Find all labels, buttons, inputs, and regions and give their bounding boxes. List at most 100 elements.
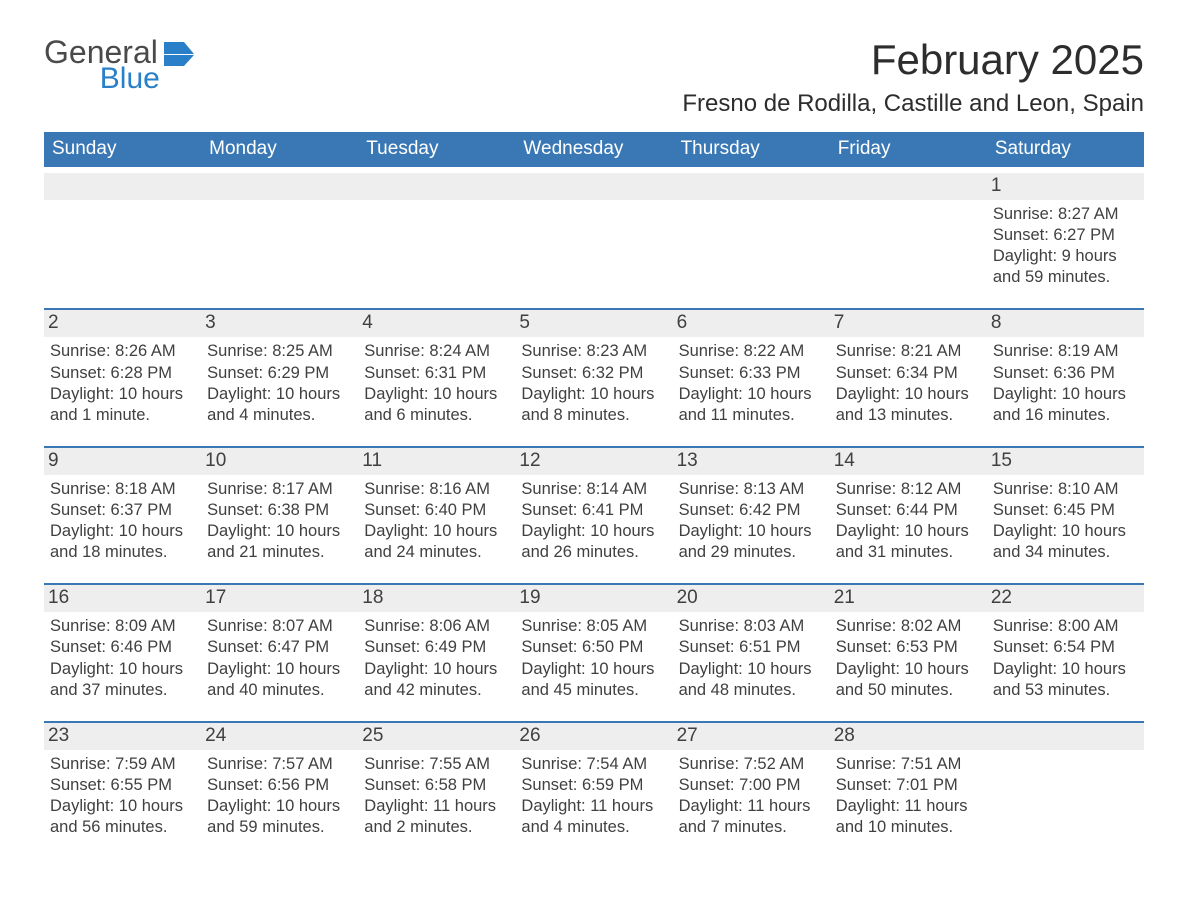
- calendar-day: 12 Sunrise: 8:14 AMSunset: 6:41 PMDayligh…: [515, 448, 672, 569]
- day-detail: Sunrise: 8:00 AMSunset: 6:54 PMDaylight:…: [993, 616, 1138, 700]
- day-detail: Sunrise: 8:03 AMSunset: 6:51 PMDaylight:…: [679, 616, 824, 700]
- calendar-day: 22 Sunrise: 8:00 AMSunset: 6:54 PMDayligh…: [987, 585, 1144, 706]
- day-detail: Sunrise: 8:13 AMSunset: 6:42 PMDaylight:…: [679, 479, 824, 563]
- day-detail: Sunrise: 7:59 AMSunset: 6:55 PMDaylight:…: [50, 754, 195, 838]
- day-number: 17: [201, 585, 358, 612]
- calendar-week: ......1Sunrise: 8:27 AMSunset: 6:27 PMDa…: [44, 173, 1144, 294]
- day-detail: Sunrise: 7:51 AMSunset: 7:01 PMDaylight:…: [836, 754, 981, 838]
- day-detail: Sunrise: 8:18 AMSunset: 6:37 PMDaylight:…: [50, 479, 195, 563]
- calendar-day: 6 Sunrise: 8:22 AMSunset: 6:33 PMDaylight…: [673, 310, 830, 431]
- day-detail: Sunrise: 8:21 AMSunset: 6:34 PMDaylight:…: [836, 341, 981, 425]
- weekday-header: Thursday: [673, 132, 830, 167]
- day-number: .: [44, 173, 201, 200]
- location-subtitle: Fresno de Rodilla, Castille and Leon, Sp…: [682, 90, 1144, 118]
- calendar: SundayMondayTuesdayWednesdayThursdayFrid…: [44, 132, 1144, 844]
- calendar-day: 25 Sunrise: 7:55 AMSunset: 6:58 PMDayligh…: [358, 723, 515, 844]
- day-detail: Sunrise: 8:19 AMSunset: 6:36 PMDaylight:…: [993, 341, 1138, 425]
- weekday-header: Tuesday: [358, 132, 515, 167]
- day-number: 9: [44, 448, 201, 475]
- day-number: 7: [830, 310, 987, 337]
- day-number: 23: [44, 723, 201, 750]
- month-title: February 2025: [682, 36, 1144, 84]
- day-number: 2: [44, 310, 201, 337]
- calendar-day: 16 Sunrise: 8:09 AMSunset: 6:46 PMDayligh…: [44, 585, 201, 706]
- calendar-day: 27Sunrise: 7:52 AMSunset: 7:00 PMDayligh…: [673, 723, 830, 844]
- calendar-day: 23 Sunrise: 7:59 AMSunset: 6:55 PMDayligh…: [44, 723, 201, 844]
- weekday-header: Wednesday: [515, 132, 672, 167]
- day-number: 22: [987, 585, 1144, 612]
- calendar-day: 8 Sunrise: 8:19 AMSunset: 6:36 PMDaylight…: [987, 310, 1144, 431]
- calendar-day: 28 Sunrise: 7:51 AMSunset: 7:01 PMDayligh…: [830, 723, 987, 844]
- day-number: 28: [830, 723, 987, 750]
- day-number: 4: [358, 310, 515, 337]
- calendar-day: 1 Sunrise: 8:27 AMSunset: 6:27 PMDaylight…: [987, 173, 1144, 294]
- calendar-day: 26Sunrise: 7:54 AMSunset: 6:59 PMDayligh…: [515, 723, 672, 844]
- header: General Blue February 2025 Fresno de Rod…: [44, 36, 1144, 118]
- calendar-day: 14Sunrise: 8:12 AMSunset: 6:44 PMDayligh…: [830, 448, 987, 569]
- calendar-day: .: [201, 173, 358, 294]
- day-detail: Sunrise: 8:24 AMSunset: 6:31 PMDaylight:…: [364, 341, 509, 425]
- day-number: 10: [201, 448, 358, 475]
- day-detail: Sunrise: 8:09 AMSunset: 6:46 PMDaylight:…: [50, 616, 195, 700]
- weekday-header: Saturday: [987, 132, 1144, 167]
- day-detail: Sunrise: 8:22 AMSunset: 6:33 PMDaylight:…: [679, 341, 824, 425]
- day-number: 11: [358, 448, 515, 475]
- calendar-day: 24 Sunrise: 7:57 AMSunset: 6:56 PMDayligh…: [201, 723, 358, 844]
- day-detail: Sunrise: 8:25 AMSunset: 6:29 PMDaylight:…: [207, 341, 352, 425]
- day-detail: Sunrise: 8:17 AMSunset: 6:38 PMDaylight:…: [207, 479, 352, 563]
- day-number: .: [201, 173, 358, 200]
- calendar-day: 21 Sunrise: 8:02 AMSunset: 6:53 PMDayligh…: [830, 585, 987, 706]
- day-number: 5: [515, 310, 672, 337]
- calendar-day: 18 Sunrise: 8:06 AMSunset: 6:49 PMDayligh…: [358, 585, 515, 706]
- calendar-week: 16 Sunrise: 8:09 AMSunset: 6:46 PMDayligh…: [44, 583, 1144, 706]
- day-number: 13: [673, 448, 830, 475]
- day-detail: Sunrise: 8:02 AMSunset: 6:53 PMDaylight:…: [836, 616, 981, 700]
- day-detail: Sunrise: 8:27 AMSunset: 6:27 PMDaylight:…: [993, 204, 1138, 288]
- calendar-day: 3 Sunrise: 8:25 AMSunset: 6:29 PMDaylight…: [201, 310, 358, 431]
- day-number: .: [987, 723, 1144, 750]
- day-number: 12: [515, 448, 672, 475]
- calendar-day: 5 Sunrise: 8:23 AMSunset: 6:32 PMDaylight…: [515, 310, 672, 431]
- day-number: 1: [987, 173, 1144, 200]
- day-number: 25: [358, 723, 515, 750]
- day-number: 24: [201, 723, 358, 750]
- calendar-week: 9 Sunrise: 8:18 AMSunset: 6:37 PMDaylight…: [44, 446, 1144, 569]
- day-number: 6: [673, 310, 830, 337]
- day-number: 14: [830, 448, 987, 475]
- day-detail: Sunrise: 7:57 AMSunset: 6:56 PMDaylight:…: [207, 754, 352, 838]
- calendar-day: 19Sunrise: 8:05 AMSunset: 6:50 PMDayligh…: [515, 585, 672, 706]
- calendar-day: 9 Sunrise: 8:18 AMSunset: 6:37 PMDaylight…: [44, 448, 201, 569]
- calendar-day: .: [830, 173, 987, 294]
- weekday-header: Friday: [830, 132, 987, 167]
- calendar-day: .: [358, 173, 515, 294]
- day-detail: Sunrise: 7:54 AMSunset: 6:59 PMDaylight:…: [521, 754, 666, 838]
- day-number: .: [358, 173, 515, 200]
- day-detail: Sunrise: 8:23 AMSunset: 6:32 PMDaylight:…: [521, 341, 666, 425]
- day-number: .: [515, 173, 672, 200]
- day-number: 21: [830, 585, 987, 612]
- day-detail: Sunrise: 8:06 AMSunset: 6:49 PMDaylight:…: [364, 616, 509, 700]
- day-number: .: [830, 173, 987, 200]
- weekday-header: Sunday: [44, 132, 201, 167]
- day-detail: Sunrise: 8:14 AMSunset: 6:41 PMDaylight:…: [521, 479, 666, 563]
- calendar-day: 13 Sunrise: 8:13 AMSunset: 6:42 PMDayligh…: [673, 448, 830, 569]
- day-detail: Sunrise: 7:55 AMSunset: 6:58 PMDaylight:…: [364, 754, 509, 838]
- calendar-day: .: [44, 173, 201, 294]
- calendar-day: 7 Sunrise: 8:21 AMSunset: 6:34 PMDaylight…: [830, 310, 987, 431]
- weekday-header: Monday: [201, 132, 358, 167]
- day-number: 16: [44, 585, 201, 612]
- calendar-day: 17 Sunrise: 8:07 AMSunset: 6:47 PMDayligh…: [201, 585, 358, 706]
- day-number: 18: [358, 585, 515, 612]
- calendar-week: 2Sunrise: 8:26 AMSunset: 6:28 PMDaylight…: [44, 308, 1144, 431]
- calendar-day: 2Sunrise: 8:26 AMSunset: 6:28 PMDaylight…: [44, 310, 201, 431]
- day-detail: Sunrise: 8:16 AMSunset: 6:40 PMDaylight:…: [364, 479, 509, 563]
- day-number: 8: [987, 310, 1144, 337]
- day-detail: Sunrise: 7:52 AMSunset: 7:00 PMDaylight:…: [679, 754, 824, 838]
- calendar-day: 11 Sunrise: 8:16 AMSunset: 6:40 PMDayligh…: [358, 448, 515, 569]
- day-detail: Sunrise: 8:05 AMSunset: 6:50 PMDaylight:…: [521, 616, 666, 700]
- day-number: 3: [201, 310, 358, 337]
- day-detail: Sunrise: 8:07 AMSunset: 6:47 PMDaylight:…: [207, 616, 352, 700]
- calendar-day: .: [987, 723, 1144, 844]
- day-number: 15: [987, 448, 1144, 475]
- day-detail: Sunrise: 8:10 AMSunset: 6:45 PMDaylight:…: [993, 479, 1138, 563]
